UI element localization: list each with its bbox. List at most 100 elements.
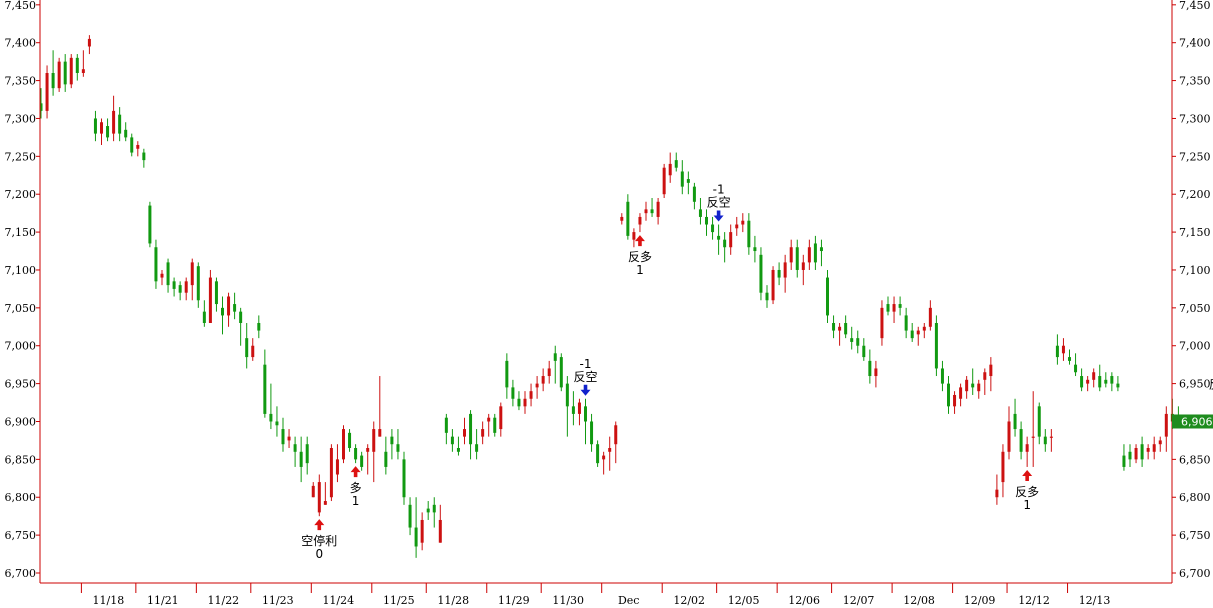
candle-body: [469, 413, 473, 445]
x-tick-label: 11/18: [93, 594, 125, 607]
candle-body: [366, 448, 370, 452]
x-tick-label: 12/06: [788, 594, 820, 607]
candle-body: [928, 307, 932, 327]
candle-body: [63, 61, 67, 85]
candle-body: [1001, 451, 1005, 483]
candle-body: [112, 110, 116, 134]
candle-body: [886, 304, 890, 312]
candles: [39, 35, 1180, 558]
last-price-box: [1172, 414, 1213, 429]
y-tick-label-right: 7,350: [1179, 75, 1211, 88]
candle-body: [541, 376, 545, 384]
sell-arrow-icon: [580, 384, 591, 396]
x-tick-label: 11/24: [322, 594, 354, 607]
y-tick-label-left: 6,850: [5, 453, 37, 466]
x-tick-label: 11/29: [498, 594, 530, 607]
candle-body: [1043, 436, 1047, 445]
candle-body: [735, 224, 739, 229]
candle-body: [93, 118, 97, 134]
candle-body: [813, 243, 817, 263]
candle-body: [124, 129, 128, 138]
x-tick-label: 11/25: [383, 594, 415, 607]
candle-body: [354, 448, 358, 460]
candle-body: [584, 406, 587, 422]
candle-body: [698, 209, 702, 217]
y-tick-label-left: 7,300: [5, 112, 37, 125]
candle-body: [390, 436, 394, 445]
candle-body: [674, 160, 678, 168]
candle-body: [87, 38, 91, 47]
x-tick-label: 11/21: [147, 594, 179, 607]
buy-arrow-icon: [1022, 469, 1033, 481]
candle-body: [493, 417, 497, 433]
signal-label: 多: [350, 481, 362, 495]
candle-body: [251, 345, 255, 358]
candle-body: [650, 209, 654, 214]
candle-body: [1092, 372, 1096, 380]
candle-body: [160, 273, 164, 278]
last-price-value: 6,906: [1181, 415, 1213, 428]
candle-body: [620, 216, 624, 221]
candle-body: [965, 379, 969, 392]
candle-body: [39, 103, 43, 111]
candle-body: [239, 311, 243, 324]
candle-body: [571, 406, 575, 414]
candle-body: [51, 73, 55, 89]
candle-body: [408, 504, 412, 528]
y-tick-label-left: 7,200: [5, 188, 37, 201]
candle-body: [184, 281, 188, 293]
candle-body: [838, 326, 842, 331]
candle-body: [880, 307, 884, 339]
y-tick-label-right: 7,250: [1179, 150, 1211, 163]
candle-body: [275, 421, 279, 426]
candle-body: [529, 391, 533, 399]
candle-body: [166, 262, 170, 286]
candle-body: [499, 406, 503, 430]
candle-body: [777, 269, 781, 278]
y-tick-label-right: 6,700: [1179, 567, 1211, 580]
y-tick-label-right: 7,450: [1179, 0, 1211, 12]
candle-body: [535, 383, 539, 388]
candle-body: [69, 57, 73, 85]
candle-body: [317, 482, 321, 513]
candle-body: [577, 402, 581, 414]
y-tick-label-right: 6,750: [1179, 529, 1211, 542]
candle-body: [644, 209, 648, 214]
candle-body: [1086, 379, 1090, 384]
candle-body: [795, 247, 799, 270]
candle-body: [505, 360, 509, 388]
candle-body: [487, 417, 491, 422]
buy-arrow-icon: [350, 466, 361, 478]
candle-body: [1074, 364, 1078, 373]
signal-label: 反空: [707, 196, 731, 210]
candle-body: [263, 364, 267, 414]
candle-body: [947, 383, 950, 407]
candle-body: [154, 247, 158, 282]
candle-body: [686, 179, 690, 183]
candle-body: [287, 436, 291, 441]
y-axis-right-labels: 6,7006,7506,8006,8506,9006,9507,0007,050…: [1179, 0, 1211, 580]
candle-body: [844, 323, 848, 335]
candle-body: [553, 353, 557, 361]
candle-body: [783, 262, 787, 278]
candle-body: [1158, 440, 1162, 445]
x-axis-labels: 11/18 11/21 11/22 11/23 11/24 11/25 11/28 11/29…: [93, 594, 1111, 607]
last-price-tag: 6,906: [1172, 414, 1213, 429]
candle-body: [1019, 429, 1023, 452]
candle-body: [130, 137, 134, 153]
candle-body: [741, 220, 745, 225]
candle-body: [862, 345, 866, 358]
candle-body: [717, 235, 721, 240]
x-tick-label: Dec: [618, 594, 640, 607]
candle-body: [983, 372, 987, 380]
candle-body: [299, 451, 303, 467]
candle-body: [638, 216, 642, 225]
buy-arrow-icon: [314, 519, 325, 531]
candle-body: [1049, 436, 1053, 438]
candle-body: [523, 398, 527, 407]
x-tick-label: 11/22: [207, 594, 239, 607]
candle-body: [590, 421, 594, 445]
candle-body: [916, 330, 920, 335]
candle-body: [807, 247, 811, 263]
y-tick-label-right: 6,800: [1179, 491, 1211, 504]
